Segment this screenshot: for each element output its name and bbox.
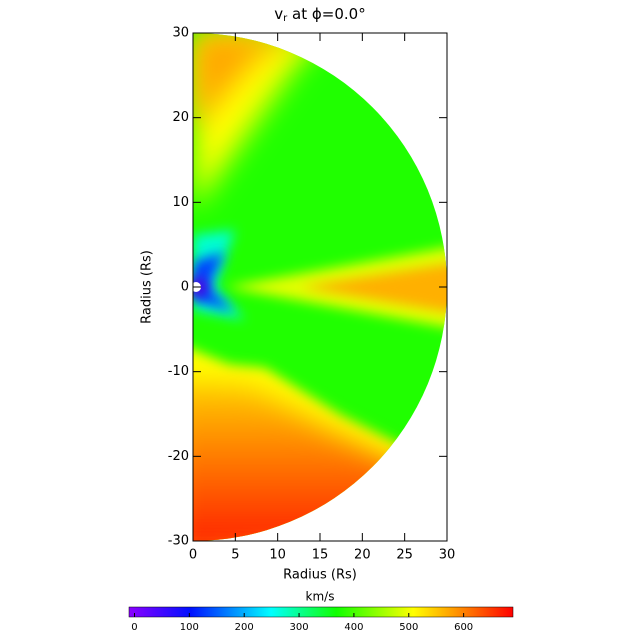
y-tick-label: 20: [172, 110, 189, 125]
field-region: [193, 252, 235, 312]
y-tick-label: 0: [181, 280, 189, 295]
x-tick-label: 5: [231, 548, 239, 563]
colorbar-tick-label: 600: [454, 622, 473, 633]
title-sub: r: [283, 13, 288, 24]
colorbar-tick-label: 200: [235, 622, 254, 633]
y-tick-label: 30: [172, 26, 189, 41]
field-region: [300, 262, 447, 314]
colorbar-label: km/s: [306, 590, 335, 604]
colorbar-tick-label: 400: [344, 622, 363, 633]
y-axis-label: Radius (Rs): [140, 250, 155, 324]
title-rest: at ϕ=0.0°: [287, 5, 365, 23]
colorbar-tick-label: 0: [131, 622, 137, 633]
colorbar-tick-label: 300: [290, 622, 309, 633]
field: [193, 33, 447, 541]
colorbar-tick-label: 500: [399, 622, 418, 633]
colorbar: [128, 606, 514, 618]
x-tick-label: 10: [269, 548, 286, 563]
x-axis-label: Radius (Rs): [283, 568, 357, 583]
x-tick-label: 0: [189, 548, 197, 563]
title-main: v: [274, 5, 283, 23]
y-tick-label: 10: [172, 195, 189, 210]
x-tick-label: 15: [312, 548, 329, 563]
x-tick-label: 20: [354, 548, 371, 563]
y-tick-label: -20: [168, 449, 189, 464]
colorbar-tick-label: 100: [180, 622, 199, 633]
chart-title: vr at ϕ=0.0°: [274, 5, 365, 25]
y-tick-label: -10: [168, 364, 189, 379]
field-region: [193, 33, 300, 130]
y-tick-label: -30: [168, 534, 189, 549]
x-tick-label: 30: [439, 548, 456, 563]
x-tick-label: 25: [396, 548, 413, 563]
